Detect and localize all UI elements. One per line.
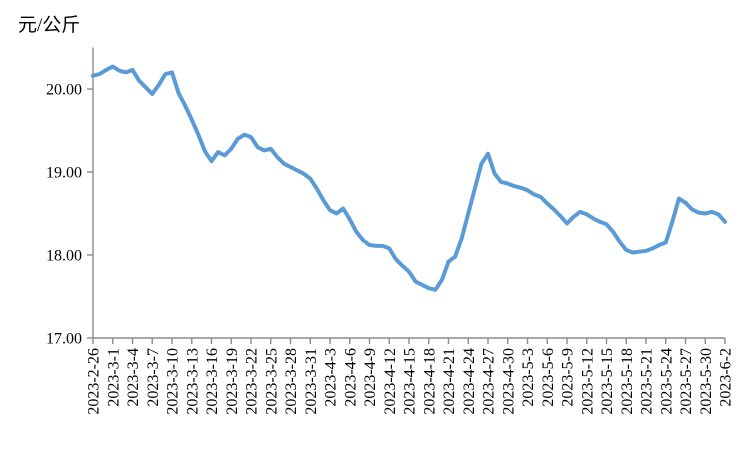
x-tick-label: 2023-4-12	[382, 348, 399, 415]
x-tick-label: 2023-4-15	[402, 348, 419, 415]
x-tick-label: 2023-2-26	[86, 348, 103, 415]
x-tick-label: 2023-3-28	[283, 348, 300, 415]
x-tick-label: 2023-3-25	[263, 348, 280, 415]
y-tick-label: 18.00	[46, 248, 82, 265]
x-tick-label: 2023-5-30	[698, 348, 715, 415]
x-tick-label: 2023-3-4	[125, 348, 142, 407]
y-tick-label: 19.00	[46, 165, 82, 182]
x-tick-label: 2023-4-21	[441, 348, 458, 415]
x-tick-label: 2023-4-9	[362, 348, 379, 407]
x-tick-label: 2023-5-12	[579, 348, 596, 415]
x-tick-label: 2023-4-3	[323, 348, 340, 407]
x-tick-label: 2023-4-6	[342, 348, 359, 407]
x-tick-label: 2023-4-30	[500, 348, 517, 415]
x-tick-label: 2023-3-19	[224, 348, 241, 415]
x-tick-label: 2023-4-27	[481, 348, 498, 415]
x-tick-label: 2023-5-15	[599, 348, 616, 415]
x-tick-label: 2023-3-13	[184, 348, 201, 415]
x-tick-label: 2023-5-27	[678, 348, 695, 415]
x-tick-label: 2023-6-2	[718, 348, 735, 407]
x-tick-label: 2023-5-6	[540, 348, 557, 407]
x-tick-label: 2023-3-31	[303, 348, 320, 415]
y-axis-unit-label: 元/公斤	[18, 15, 81, 36]
x-tick-label: 2023-5-9	[560, 348, 577, 407]
x-tick-label: 2023-3-22	[244, 348, 261, 415]
x-tick-label: 2023-3-16	[204, 348, 221, 415]
x-tick-label: 2023-5-3	[520, 348, 537, 407]
y-tick-label: 17.00	[46, 331, 82, 348]
price-series-line	[91, 64, 727, 292]
x-tick-label: 2023-5-24	[658, 348, 675, 415]
x-tick-label: 2023-4-18	[421, 348, 438, 415]
x-tick-label: 2023-5-18	[619, 348, 636, 415]
x-tick-label: 2023-3-7	[145, 348, 162, 407]
x-tick-label: 2023-3-1	[105, 348, 122, 407]
y-tick-label: 20.00	[46, 82, 82, 99]
x-tick-label: 2023-5-21	[639, 348, 656, 415]
x-tick-label: 2023-3-10	[165, 348, 182, 415]
x-tick-label: 2023-4-24	[461, 348, 478, 415]
